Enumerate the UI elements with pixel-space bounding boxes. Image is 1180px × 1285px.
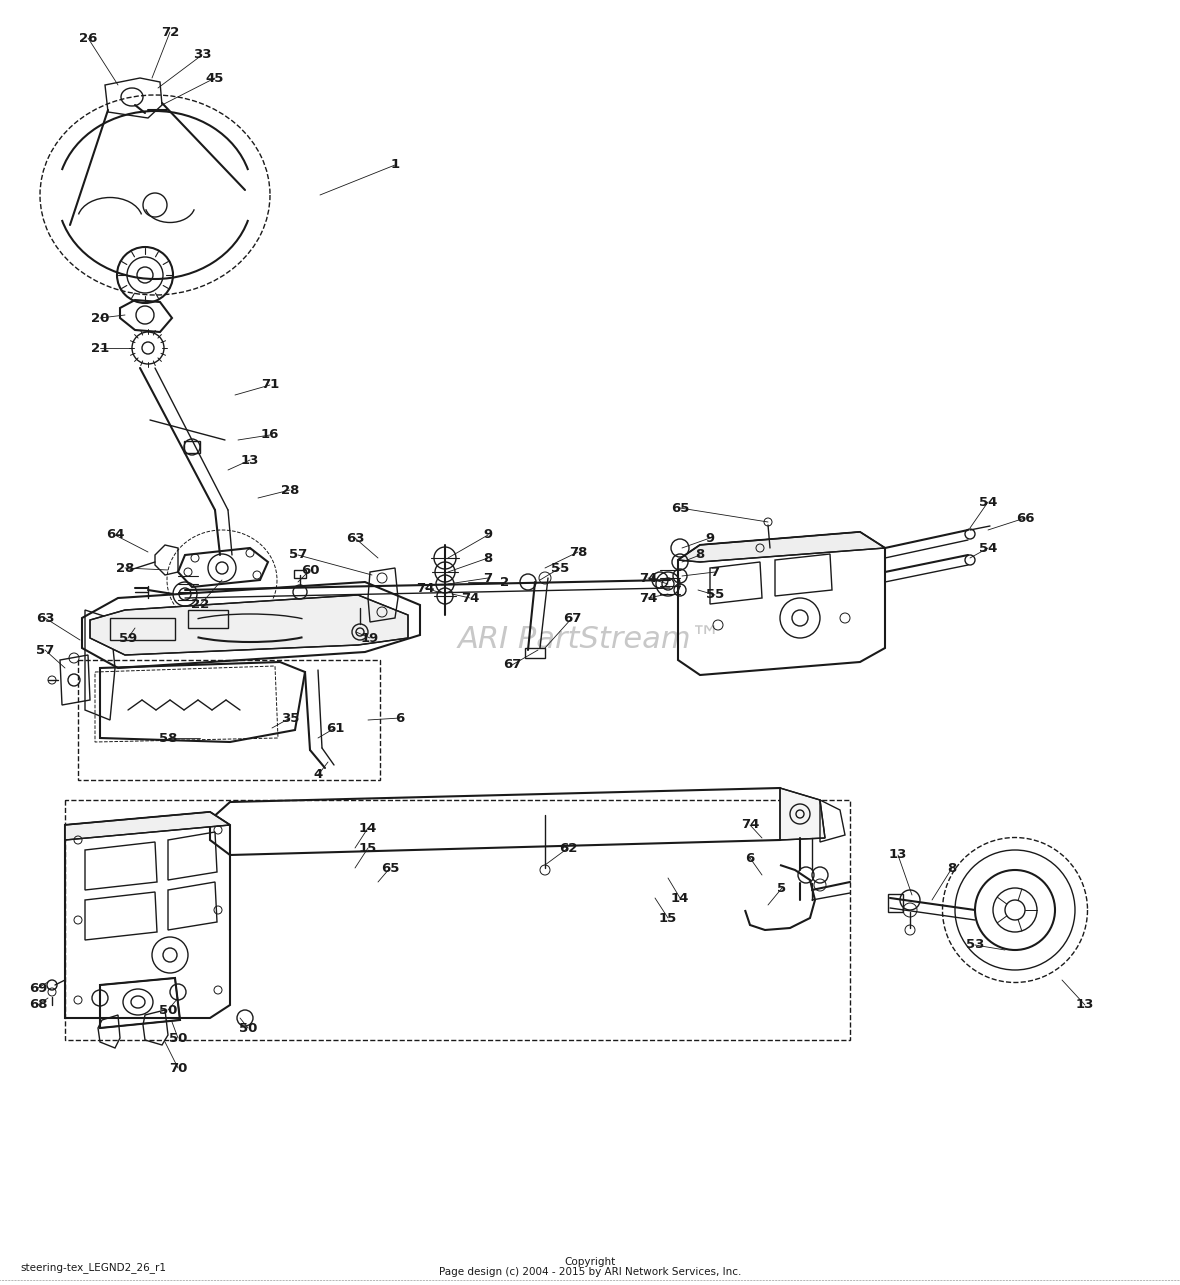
Text: 66: 66	[1016, 511, 1034, 524]
Text: 1: 1	[391, 158, 400, 171]
Polygon shape	[780, 788, 825, 840]
Text: 74: 74	[638, 572, 657, 585]
Text: 64: 64	[106, 528, 124, 541]
Text: Page design (c) 2004 - 2015 by ARI Network Services, Inc.: Page design (c) 2004 - 2015 by ARI Netwo…	[439, 1267, 741, 1277]
Bar	[525, 648, 545, 658]
Text: 53: 53	[965, 938, 984, 951]
Text: 7: 7	[710, 565, 720, 578]
Text: 15: 15	[359, 842, 378, 855]
Text: 45: 45	[205, 72, 224, 85]
Text: 50: 50	[169, 1032, 188, 1045]
Text: 78: 78	[569, 546, 588, 559]
Text: 14: 14	[670, 892, 689, 905]
Text: 7: 7	[484, 572, 492, 585]
Text: Copyright: Copyright	[564, 1257, 616, 1267]
Text: 33: 33	[192, 49, 211, 62]
Text: 16: 16	[261, 428, 280, 442]
Text: 4: 4	[314, 768, 322, 781]
Polygon shape	[65, 812, 230, 840]
Text: 62: 62	[559, 842, 577, 855]
Bar	[294, 571, 306, 578]
Text: 63: 63	[346, 532, 365, 545]
Text: 74: 74	[415, 582, 434, 595]
Text: 61: 61	[326, 721, 345, 735]
Text: 74: 74	[741, 819, 759, 831]
Text: 50: 50	[238, 1022, 257, 1034]
Bar	[184, 441, 199, 454]
Bar	[110, 618, 175, 640]
Text: 6: 6	[395, 712, 405, 725]
Text: 21: 21	[91, 342, 109, 355]
Text: 55: 55	[706, 589, 725, 601]
Text: 8: 8	[695, 549, 704, 562]
Text: 54: 54	[979, 541, 997, 555]
Text: 57: 57	[289, 549, 307, 562]
Text: 15: 15	[658, 911, 677, 924]
Text: 22: 22	[191, 599, 209, 612]
Text: 13: 13	[889, 848, 907, 861]
Text: 2: 2	[500, 576, 510, 589]
Text: 74: 74	[461, 591, 479, 604]
Text: 65: 65	[670, 501, 689, 514]
Text: 5: 5	[778, 882, 787, 894]
Text: ARI PartStream™: ARI PartStream™	[458, 626, 722, 654]
Text: 8: 8	[484, 551, 492, 564]
Text: 13: 13	[1076, 998, 1094, 1011]
Bar	[889, 894, 903, 912]
Text: 28: 28	[281, 483, 300, 496]
Text: 9: 9	[706, 532, 715, 545]
Text: 72: 72	[160, 26, 179, 39]
Text: 63: 63	[35, 612, 54, 625]
Text: 50: 50	[159, 1004, 177, 1016]
Text: 28: 28	[116, 562, 135, 574]
Text: 59: 59	[119, 631, 137, 645]
Text: 57: 57	[35, 644, 54, 657]
Text: 74: 74	[638, 591, 657, 604]
Text: steering-tex_LEGND2_26_r1: steering-tex_LEGND2_26_r1	[20, 1263, 166, 1273]
Text: 60: 60	[301, 564, 320, 577]
Text: 26: 26	[79, 32, 97, 45]
Text: 6: 6	[746, 852, 755, 865]
Text: 14: 14	[359, 821, 378, 834]
Text: 67: 67	[563, 612, 582, 625]
Text: 70: 70	[169, 1061, 188, 1074]
Text: 55: 55	[551, 562, 569, 574]
Text: 35: 35	[281, 712, 300, 725]
Text: 20: 20	[91, 311, 110, 325]
Text: 67: 67	[503, 658, 522, 672]
Text: 68: 68	[28, 998, 47, 1011]
Bar	[188, 610, 228, 628]
Text: 54: 54	[979, 496, 997, 509]
Text: 69: 69	[28, 982, 47, 995]
Text: 58: 58	[159, 731, 177, 744]
Text: 65: 65	[381, 861, 399, 875]
Text: 19: 19	[361, 631, 379, 645]
Text: 71: 71	[261, 379, 280, 392]
Polygon shape	[90, 595, 408, 655]
Text: 13: 13	[241, 454, 260, 466]
Text: 8: 8	[948, 861, 957, 875]
Text: 9: 9	[484, 528, 492, 541]
Polygon shape	[678, 532, 885, 562]
